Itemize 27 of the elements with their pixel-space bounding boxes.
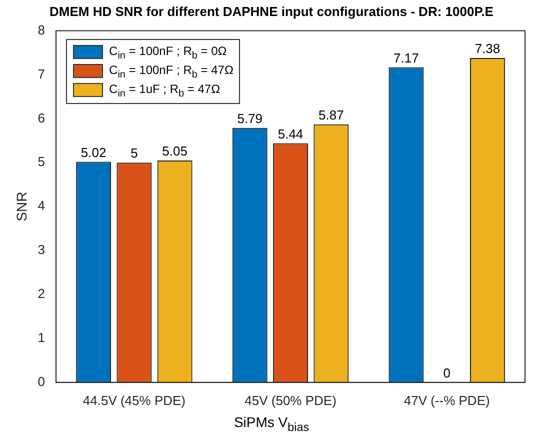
y-tick-label: 2 — [38, 286, 46, 302]
data-label: 5.44 — [278, 126, 304, 142]
x-tick-label: 45V (50% PDE) — [244, 392, 336, 408]
x-axis-title: SiPMs V$_{bias}$ — [232, 414, 310, 434]
y-tick-label: 4 — [38, 198, 46, 214]
legend-label: C$_{in}$ = 100nF ; R$_{b}$ = 47Ω — [109, 62, 234, 80]
data-label: 5 — [130, 146, 138, 161]
data-label: 0 — [443, 365, 450, 380]
y-tick-label: 3 — [38, 242, 46, 258]
chart-title: DMEM HD SNR for different DAPHNE input configurations - DR: 1000P.E — [48, 4, 494, 19]
y-tick-label: 1 — [38, 330, 46, 346]
x-tick-label: 44.5V (45% PDE) — [82, 392, 186, 408]
y-tick-label: 8 — [38, 22, 46, 38]
data-label: 7.17 — [394, 50, 419, 66]
y-tick-label: 0 — [38, 374, 46, 389]
x-tick-label: 47V (--% PDE) — [404, 392, 490, 408]
legend-label: C$_{in}$ = 1uF ; R$_{b}$ = 47Ω — [109, 82, 220, 99]
y-tick-label: 6 — [38, 110, 46, 126]
data-label: 5.79 — [237, 111, 263, 126]
data-label: 5.87 — [318, 107, 344, 122]
data-label: 7.38 — [474, 41, 500, 56]
legend-label: C$_{in}$ = 100nF ; R$_{b}$ = 0Ω — [109, 44, 227, 61]
data-label: 5.02 — [80, 144, 106, 160]
y-tick-label: 5 — [38, 154, 46, 170]
y-axis-title: SNR — [13, 192, 30, 222]
y-tick-label: 7 — [38, 66, 46, 82]
data-label: 5.05 — [162, 144, 188, 159]
